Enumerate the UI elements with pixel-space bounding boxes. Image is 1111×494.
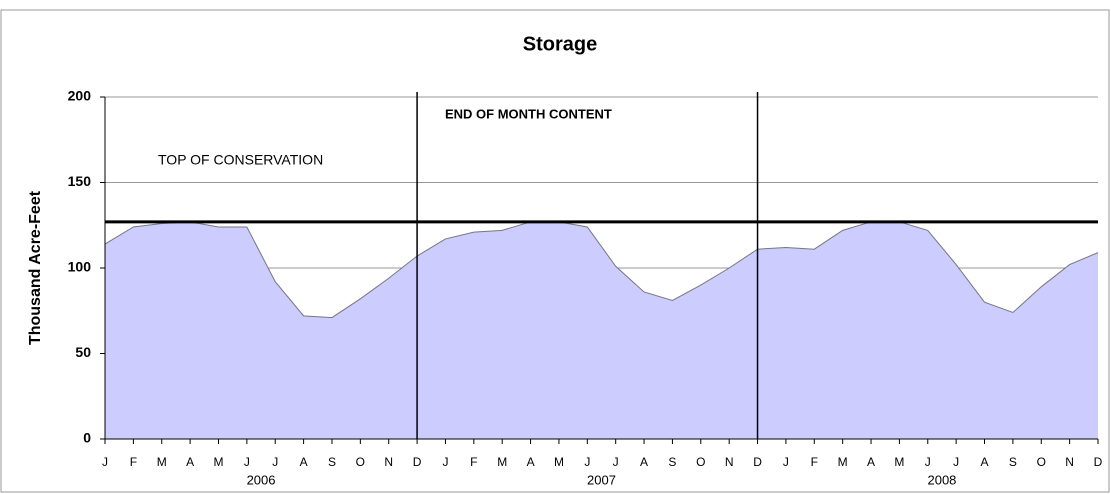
annotation: END OF MONTH CONTENT <box>445 106 612 121</box>
x-tick-label: J <box>783 455 789 469</box>
x-tick-label: J <box>925 455 931 469</box>
x-tick-label: O <box>1037 455 1046 469</box>
group-label: 2007 <box>587 472 616 487</box>
x-tick-label: D <box>1094 455 1103 469</box>
x-tick-label: M <box>894 455 904 469</box>
y-tick-label: 100 <box>68 259 92 275</box>
x-tick-label: J <box>102 455 108 469</box>
x-tick-label: N <box>1065 455 1074 469</box>
y-tick-label: 150 <box>68 173 92 189</box>
x-tick-label: M <box>213 455 223 469</box>
x-tick-label: M <box>838 455 848 469</box>
x-tick-label: A <box>640 455 648 469</box>
x-tick-label: A <box>867 455 875 469</box>
chart-title: Storage <box>523 33 597 55</box>
y-tick-label: 0 <box>83 430 91 446</box>
x-tick-label: J <box>244 455 250 469</box>
annotation: TOP OF CONSERVATION <box>158 152 323 168</box>
x-tick-label: J <box>442 455 448 469</box>
x-tick-label: A <box>981 455 989 469</box>
x-tick-label: A <box>186 455 194 469</box>
x-tick-label: N <box>384 455 393 469</box>
group-label: 2006 <box>247 472 276 487</box>
x-tick-label: M <box>554 455 564 469</box>
x-tick-label: M <box>157 455 167 469</box>
x-tick-label: J <box>953 455 959 469</box>
x-tick-label: F <box>811 455 818 469</box>
x-tick-label: N <box>725 455 734 469</box>
x-tick-label: M <box>497 455 507 469</box>
area-line <box>104 221 1099 319</box>
y-axis-label: Thousand Acre-Feet <box>27 190 44 345</box>
x-tick-label: S <box>328 455 336 469</box>
x-tick-label: O <box>356 455 365 469</box>
group-label: 2008 <box>927 472 956 487</box>
y-tick-label: 200 <box>68 88 92 104</box>
x-tick-label: A <box>527 455 535 469</box>
x-tick-label: S <box>1009 455 1017 469</box>
x-tick-label: J <box>613 455 619 469</box>
x-tick-label: J <box>272 455 278 469</box>
x-tick-label: O <box>696 455 705 469</box>
x-tick-label: D <box>413 455 422 469</box>
x-tick-label: F <box>130 455 137 469</box>
area <box>105 221 1098 439</box>
x-tick-label: D <box>753 455 762 469</box>
y-tick-label: 50 <box>75 344 91 360</box>
x-tick-label: S <box>668 455 676 469</box>
x-tick-label: J <box>584 455 590 469</box>
x-tick-label: A <box>300 455 308 469</box>
x-tick-label: F <box>470 455 477 469</box>
